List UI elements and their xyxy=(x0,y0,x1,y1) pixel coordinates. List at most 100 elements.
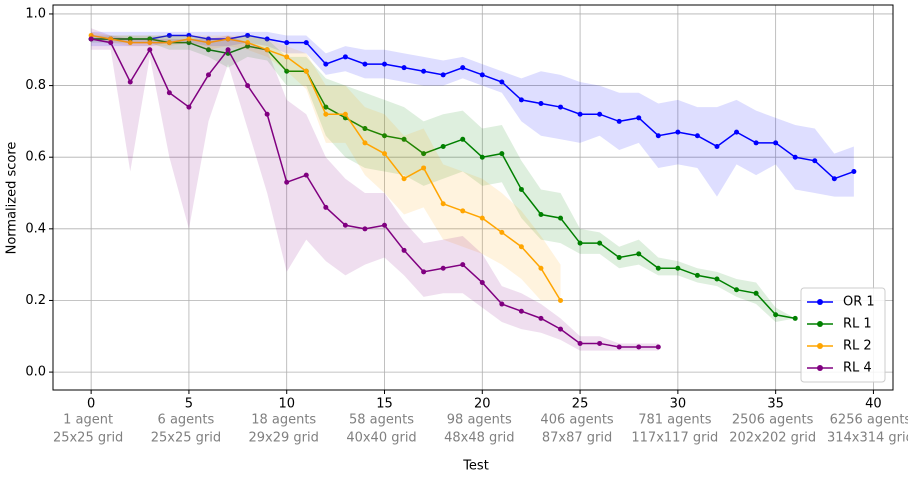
tick-annotation: 406 agents xyxy=(540,413,613,428)
line xyxy=(91,38,659,348)
tick-annotation: 48x48 grid xyxy=(444,431,514,446)
point xyxy=(440,265,446,271)
point xyxy=(499,301,505,307)
band xyxy=(91,35,796,322)
point xyxy=(499,79,505,85)
tick-annotation: 2506 agents xyxy=(732,413,814,428)
tick-annotation: 98 agents xyxy=(447,413,512,428)
point xyxy=(538,315,544,321)
point xyxy=(245,32,251,38)
point xyxy=(88,32,94,38)
point xyxy=(245,40,251,46)
legend-label: OR 1 xyxy=(843,295,875,310)
point xyxy=(205,47,211,53)
legend-marker xyxy=(817,299,823,305)
point xyxy=(108,40,114,46)
legend-marker xyxy=(817,365,823,371)
tick-annotation: 117x117 grid xyxy=(631,431,718,446)
point xyxy=(577,240,583,246)
point xyxy=(538,100,544,106)
point xyxy=(127,40,133,46)
point xyxy=(851,169,857,175)
tick-annotation: 18 agents xyxy=(251,413,316,428)
point xyxy=(147,36,153,42)
point xyxy=(518,308,524,314)
point xyxy=(714,143,720,149)
point xyxy=(264,47,270,53)
point xyxy=(655,265,661,271)
point xyxy=(362,61,368,67)
point xyxy=(421,269,427,275)
point xyxy=(773,312,779,318)
point xyxy=(303,68,309,74)
legend-label: RL 2 xyxy=(843,339,872,354)
legend-label: RL 1 xyxy=(843,317,872,332)
tick-annotation: 87x87 grid xyxy=(542,431,612,446)
point xyxy=(597,240,603,246)
y-tick-label: 0.0 xyxy=(25,365,46,380)
tick-annotation: 781 agents xyxy=(638,413,711,428)
point xyxy=(284,179,290,185)
point xyxy=(577,111,583,117)
point xyxy=(362,140,368,146)
point xyxy=(479,72,485,78)
point xyxy=(401,65,407,71)
point xyxy=(792,154,798,160)
point xyxy=(205,36,211,42)
point xyxy=(382,61,388,67)
point xyxy=(382,133,388,139)
legend-box xyxy=(800,287,886,383)
point xyxy=(675,265,681,271)
legend-label: RL 4 xyxy=(843,361,872,376)
point xyxy=(558,326,564,332)
point xyxy=(382,222,388,228)
plot-frame xyxy=(52,4,894,391)
point xyxy=(558,215,564,221)
point xyxy=(205,72,211,78)
point xyxy=(225,47,231,53)
point xyxy=(88,36,94,42)
point xyxy=(460,262,466,268)
point xyxy=(460,208,466,214)
point xyxy=(479,154,485,160)
point xyxy=(518,244,524,250)
point xyxy=(538,212,544,218)
point xyxy=(362,126,368,132)
point xyxy=(284,40,290,46)
y-tick-label: 0.6 xyxy=(25,150,46,165)
tick-annotation: 6 agents xyxy=(158,413,215,428)
x-tick-label: 40 xyxy=(865,397,882,412)
point xyxy=(675,129,681,135)
point xyxy=(714,276,720,282)
point xyxy=(636,251,642,257)
point xyxy=(284,54,290,60)
point xyxy=(773,140,779,146)
point xyxy=(401,176,407,182)
legend-marker xyxy=(817,321,823,327)
point xyxy=(616,344,622,350)
point xyxy=(616,118,622,124)
point xyxy=(499,229,505,235)
point xyxy=(440,72,446,78)
point xyxy=(147,47,153,53)
point xyxy=(245,83,251,89)
point xyxy=(655,133,661,139)
point xyxy=(538,265,544,271)
y-tick-label: 0.8 xyxy=(25,78,46,93)
point xyxy=(597,111,603,117)
point xyxy=(636,344,642,350)
band xyxy=(91,28,659,351)
point xyxy=(421,151,427,157)
point xyxy=(792,315,798,321)
point xyxy=(264,36,270,42)
point xyxy=(245,43,251,49)
point xyxy=(440,201,446,207)
x-tick-label: 5 xyxy=(185,397,193,412)
tick-annotation: 29x29 grid xyxy=(249,431,319,446)
point xyxy=(734,287,740,293)
point xyxy=(694,133,700,139)
point xyxy=(460,136,466,142)
point xyxy=(186,40,192,46)
legend: OR 1 RL 1 RL 2 RL 4 xyxy=(800,287,886,383)
point xyxy=(186,32,192,38)
